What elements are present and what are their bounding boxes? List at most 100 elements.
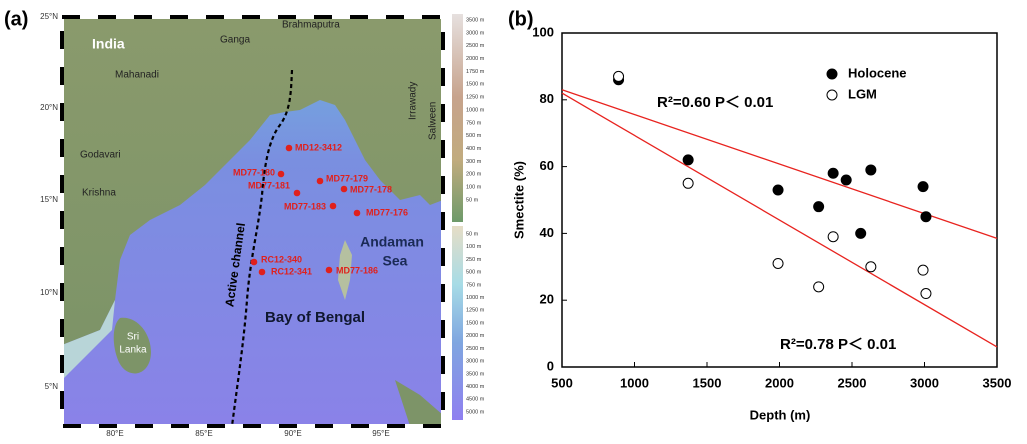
colorbar-sea — [452, 226, 463, 420]
y-tick-label: 40 — [540, 225, 554, 240]
point — [920, 211, 932, 223]
colorbar-label: 2000 m — [466, 333, 485, 339]
point — [865, 261, 877, 273]
station-label: MD77-181 — [248, 180, 290, 190]
place-label: Bay of Bengal — [265, 309, 365, 326]
chart-panel: (b) Depth (m) Smectite (%) R²=0.60 P＜ 0.… — [508, 8, 1011, 422]
point — [855, 227, 867, 239]
colorbar-label: 3500 m — [466, 371, 485, 377]
colorbar-label: 4500 m — [466, 397, 485, 403]
lat-tick: 5°N — [45, 382, 59, 391]
place-label: Sea — [383, 253, 408, 269]
place-label: Ganga — [220, 35, 250, 46]
station-label: RC12-341 — [271, 266, 312, 276]
annotation: R²=0.60 P＜ 0.01 — [657, 94, 773, 111]
trend-line — [561, 89, 998, 240]
station-dot — [340, 185, 348, 193]
x-tick-label: 3500 — [983, 375, 1012, 390]
colorbar-label: 200 m — [466, 172, 482, 178]
station-dot — [353, 209, 361, 217]
station-label: MD77-178 — [350, 184, 392, 194]
lon-tick: 90°E — [284, 429, 301, 438]
lat-tick: 25°N — [40, 12, 58, 21]
colorbar-label: 3000 m — [466, 30, 485, 36]
colorbar-label: 500 m — [466, 133, 482, 139]
point — [813, 281, 825, 293]
station-label: MD77-183 — [284, 201, 326, 211]
station-label: RC12-340 — [261, 254, 302, 264]
colorbar-label: 3500 m — [466, 17, 485, 23]
place-label: Brahmaputra — [282, 20, 340, 31]
point — [840, 174, 852, 186]
colorbar-label: 1250 m — [466, 308, 485, 314]
point — [920, 288, 932, 300]
station-dot — [293, 189, 301, 197]
x-axis-label: Depth (m) — [750, 407, 811, 422]
point — [772, 184, 784, 196]
panel-label: (a) — [4, 8, 28, 30]
active-channel — [230, 69, 294, 427]
lon-tick: 80°E — [106, 429, 123, 438]
place-label: Lanka — [119, 345, 147, 356]
place-label: Salween — [428, 102, 439, 140]
x-tick-label: 2500 — [838, 375, 867, 390]
place-label: Andaman — [360, 234, 424, 250]
x-tick-label: 1000 — [620, 375, 649, 390]
place-label: Krishna — [82, 188, 116, 199]
trend-line — [561, 92, 998, 348]
point — [827, 167, 839, 179]
colorbar-label: 1750 m — [466, 69, 485, 75]
x-tick-label: 3000 — [910, 375, 939, 390]
point — [917, 264, 929, 276]
colorbar-label: 2500 m — [466, 346, 485, 352]
point — [772, 257, 784, 269]
colorbar-label: 50 m — [466, 231, 479, 237]
shelf — [62, 300, 115, 380]
lat-tick: 10°N — [40, 288, 58, 297]
y-tick-label: 100 — [532, 24, 554, 39]
colorbar-label: 100 m — [466, 185, 482, 191]
y-tick-label: 20 — [540, 292, 554, 307]
colorbar-label: 1000 m — [466, 107, 485, 113]
legend-box — [814, 57, 966, 109]
y-axis-label: Smectite (%) — [511, 161, 526, 239]
point — [813, 201, 825, 213]
station-dot — [258, 268, 266, 276]
place-label: Irrawady — [408, 82, 419, 120]
place-label: Mahanadi — [115, 70, 159, 81]
point — [613, 70, 625, 82]
station-label: MD77-180 — [233, 167, 275, 177]
legend-marker — [826, 89, 838, 101]
station-label: MD77-186 — [336, 265, 378, 275]
colorbar-label: 1250 m — [466, 95, 485, 101]
station-dot — [316, 177, 324, 185]
colorbar-label: 300 m — [466, 159, 482, 165]
colorbar-label: 2500 m — [466, 43, 485, 49]
colorbar-label: 400 m — [466, 146, 482, 152]
colorbar-land — [452, 14, 463, 222]
y-tick-label: 0 — [547, 358, 554, 373]
colorbar-label: 100 m — [466, 244, 482, 250]
place-label: Godavari — [80, 150, 121, 161]
station-dot — [250, 258, 258, 266]
lon-tick: 85°E — [195, 429, 212, 438]
point — [917, 181, 929, 193]
colorbar-label: 50 m — [466, 197, 479, 203]
station-dot — [329, 202, 337, 210]
place-label: India — [92, 36, 125, 52]
point — [682, 177, 694, 189]
point — [827, 231, 839, 243]
annotation: R²=0.78 P＜ 0.01 — [780, 336, 896, 353]
colorbar-label: 3000 m — [466, 359, 485, 365]
point — [682, 154, 694, 166]
y-tick-label: 60 — [540, 158, 554, 173]
lat-tick: 15°N — [40, 195, 58, 204]
legend-label: LGM — [848, 86, 877, 101]
andaman-islands — [338, 240, 352, 300]
panel-label: (b) — [508, 8, 534, 30]
colorbar-label: 250 m — [466, 257, 482, 263]
y-tick-label: 80 — [540, 91, 554, 106]
colorbar-label: 750 m — [466, 282, 482, 288]
station-dots — [250, 144, 361, 276]
colorbar-label: 1500 m — [466, 320, 485, 326]
